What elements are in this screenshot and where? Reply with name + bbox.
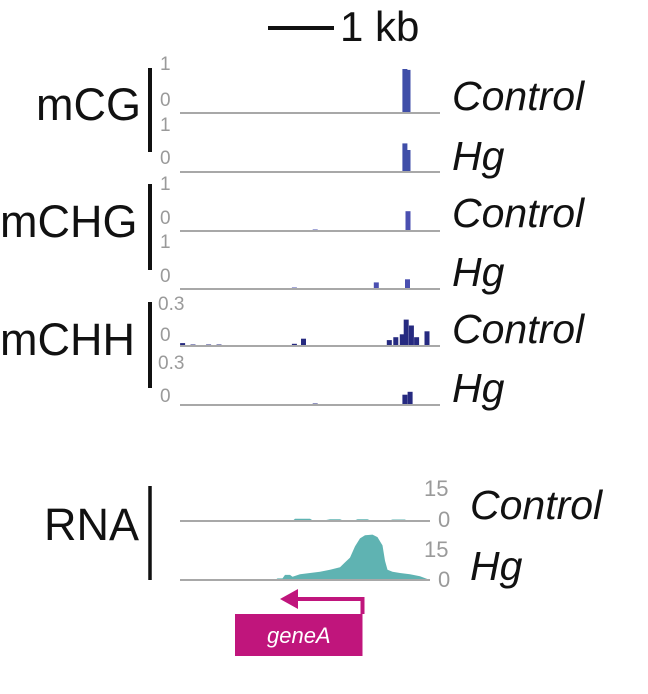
condition-label: Hg: [470, 543, 523, 589]
methylation-bar: [406, 70, 411, 113]
methylation-bar: [301, 339, 306, 346]
condition-label: Control: [452, 190, 586, 236]
methylation-bar: [414, 337, 419, 346]
methylation-bar: [406, 211, 411, 231]
track-max-label: 0.3: [158, 294, 184, 315]
track-min-label: 0: [438, 567, 450, 592]
condition-label: Control: [452, 306, 586, 352]
group-label-mchh: mCHH: [0, 314, 135, 365]
track-bars: [313, 392, 413, 405]
scale-bar-label: 1 kb: [340, 3, 419, 50]
track-bars: [402, 143, 410, 172]
group-label-mcg: mCG: [36, 79, 141, 130]
track-mchh-hg: 0.3 0 Hg: [158, 353, 505, 411]
condition-label: Control: [452, 73, 586, 119]
track-min-label: 0: [438, 507, 450, 532]
track-max-label: 0.3: [158, 353, 184, 374]
track-max-label: 1: [160, 174, 171, 195]
track-rna-control: 15 0 Control: [180, 476, 604, 532]
methylation-bar: [406, 150, 411, 172]
track-min-label: 0: [160, 148, 171, 169]
track-bars: [180, 320, 429, 346]
condition-label: Hg: [452, 133, 505, 179]
group-label-rna: RNA: [44, 499, 139, 550]
gene-label: geneA: [267, 623, 331, 648]
methylation-bar: [393, 337, 398, 346]
tss-arrowhead: [280, 589, 298, 609]
condition-label: Hg: [452, 365, 505, 411]
track-mcg-hg: 1 0 Hg: [160, 115, 505, 179]
methylation-bar: [409, 326, 414, 347]
gene-model: geneA: [235, 589, 363, 656]
methylation-bar: [405, 279, 410, 289]
condition-label: Hg: [452, 249, 505, 295]
track-mcg-control: 1 0 Control: [160, 54, 586, 119]
track-min-label: 0: [160, 90, 171, 111]
track-bars: [313, 211, 411, 231]
track-max-label: 1: [160, 232, 171, 253]
track-max-label: 1: [160, 115, 171, 136]
track-mchh-control: 0.3 0 Control: [158, 294, 586, 352]
track-max-label: 15: [424, 476, 448, 501]
methylation-bar: [425, 331, 430, 346]
rna-coverage-area: [180, 535, 430, 580]
track-bars: [292, 279, 410, 289]
track-min-label: 0: [160, 325, 171, 346]
track-bars: [402, 69, 410, 113]
track-mchg-hg: 1 0 Hg: [160, 232, 505, 295]
track-max-label: 15: [424, 537, 448, 562]
track-mchg-control: 1 0 Control: [160, 174, 586, 236]
methylation-bar: [402, 395, 407, 405]
group-label-mchg: mCHG: [0, 196, 137, 247]
track-min-label: 0: [160, 266, 171, 287]
tss-arrow: [294, 599, 363, 614]
methylation-bar: [408, 392, 413, 405]
track-max-label: 1: [160, 54, 171, 75]
track-rna-hg: 15 0 Hg: [180, 535, 523, 592]
condition-label: Control: [470, 482, 604, 528]
track-min-label: 0: [160, 208, 171, 229]
track-min-label: 0: [160, 386, 171, 407]
methylation-bar: [404, 320, 409, 346]
